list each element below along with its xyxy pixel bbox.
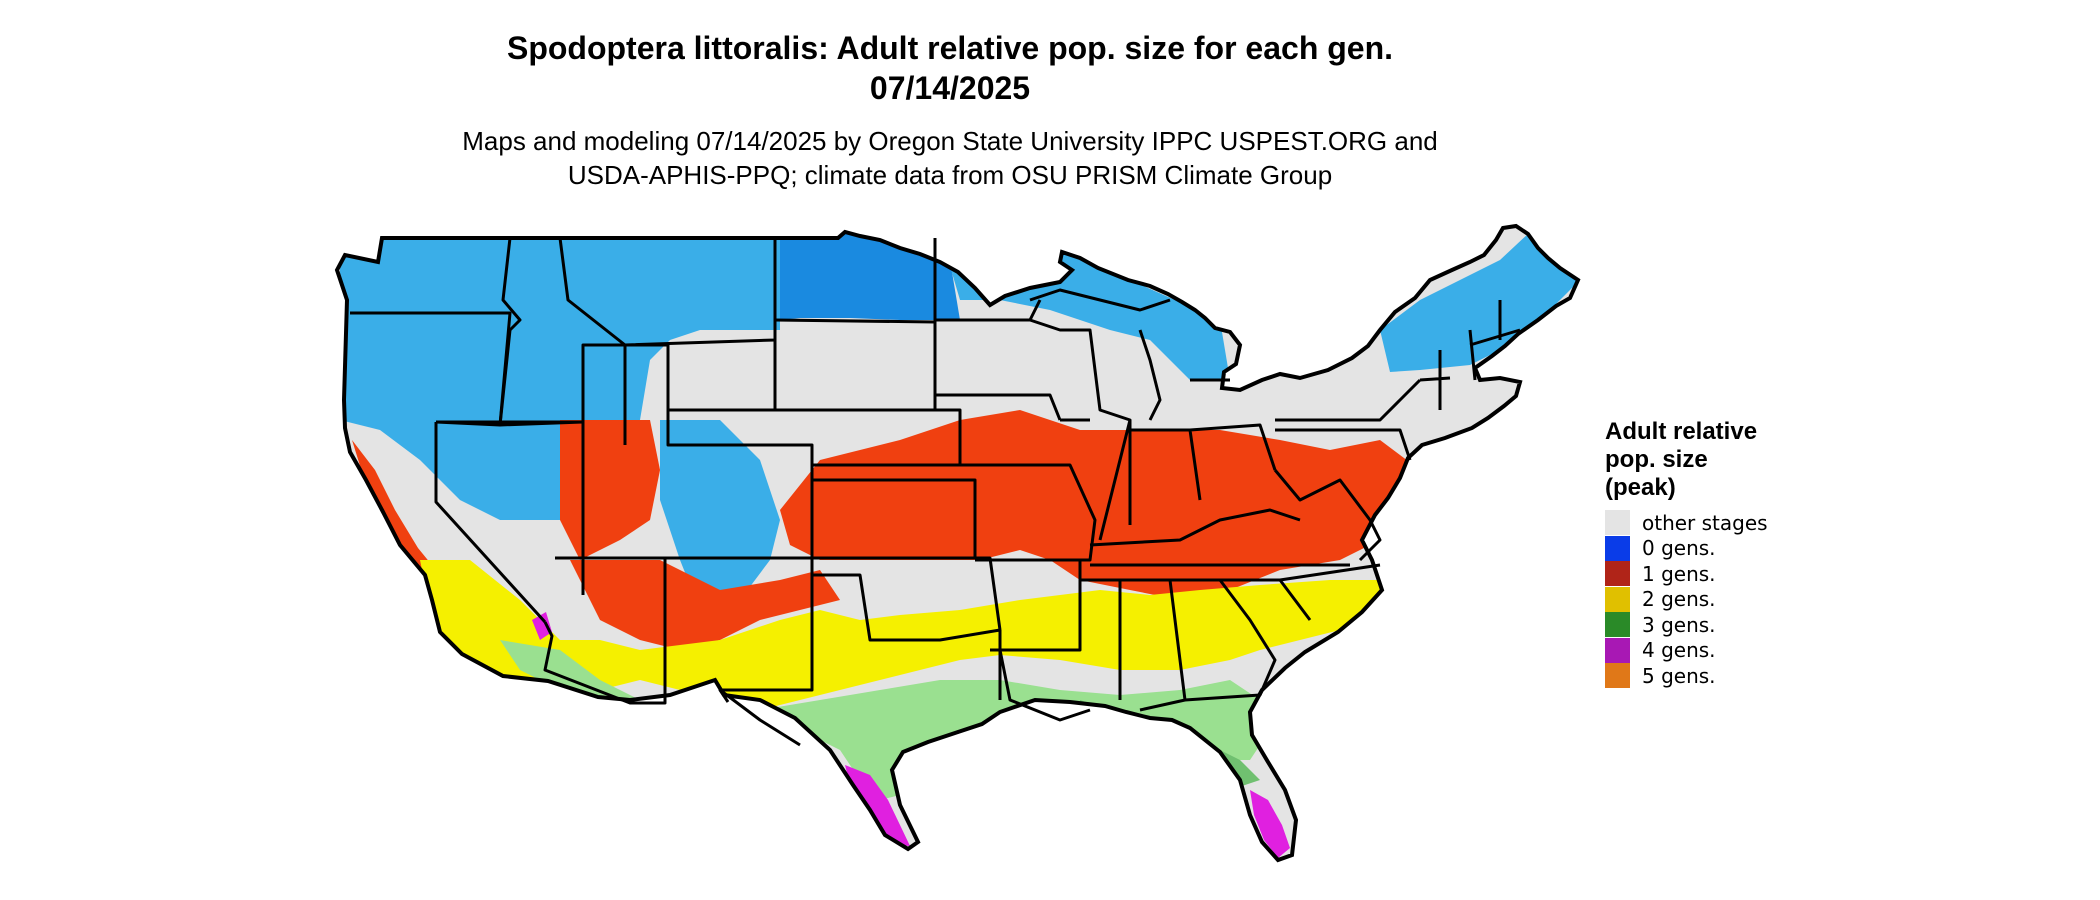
border-ca-nv <box>434 422 547 624</box>
zone-blue-northeast <box>1380 232 1578 372</box>
legend-label: 5 gens. <box>1642 663 1716 688</box>
border-va-wv <box>1273 469 1382 562</box>
map-subtitle: Maps and modeling 07/14/2025 by Oregon S… <box>0 124 1900 192</box>
border-pa-ny <box>1275 378 1422 461</box>
zone-magenta-florida <box>1250 790 1290 858</box>
legend-label: 3 gens. <box>1642 612 1716 637</box>
legend-label: 0 gens. <box>1642 536 1716 561</box>
border-tn-ky <box>1089 508 1350 567</box>
border-id <box>498 237 584 427</box>
border-ms-al <box>1080 578 1187 712</box>
legend-swatch <box>1605 561 1630 587</box>
state-borders <box>350 237 1521 747</box>
zone-red-midwest <box>780 410 1420 600</box>
zone-blue-north-central <box>780 230 960 320</box>
map-title: Spodoptera littoralis: Adult relative po… <box>0 28 1900 108</box>
legend-swatch <box>1605 535 1630 561</box>
border-ok-tx <box>812 556 1002 700</box>
legend-item-3-gens: 3 gens. <box>1605 612 1768 638</box>
border-ga-fl <box>1170 578 1277 702</box>
legend-item-1-gens: 1 gens. <box>1605 561 1768 587</box>
legend-swatch <box>1605 663 1630 689</box>
border-in-oh <box>1128 420 1277 525</box>
legend-swatch <box>1605 637 1630 663</box>
legend-label: 2 gens. <box>1642 587 1716 612</box>
legend-swatch <box>1605 612 1630 638</box>
legend-item-4-gens: 4 gens. <box>1605 637 1768 664</box>
legend-item-2-gens: 2 gens. <box>1605 586 1768 613</box>
legend-title-line-2: pop. size <box>1605 446 1708 473</box>
zone-blue-colorado-plateau <box>660 420 780 610</box>
zone-red-great-basin <box>560 420 660 560</box>
border-tx-gulf <box>719 688 801 747</box>
border-new-england <box>1419 300 1521 410</box>
legend-item-5-gens: 5 gens. <box>1605 663 1768 689</box>
map-title-line-1: Spodoptera littoralis: Adult relative po… <box>506 30 1394 66</box>
legend-label: 1 gens. <box>1642 561 1716 586</box>
zone-magenta-arizona <box>532 612 552 640</box>
legend-title-line-1: Adult relative <box>1605 418 1758 445</box>
legend-title-line-3: (peak) <box>1605 474 1676 501</box>
us-map <box>335 224 1580 862</box>
border-mi-upper <box>1029 288 1171 312</box>
map-subtitle-line-2: USDA-APHIS-PPQ; climate data from OSU PR… <box>567 160 1333 190</box>
map-title-line-2: 07/14/2025 <box>869 70 1031 106</box>
zone-magenta-south-texas <box>845 765 910 846</box>
legend-label: 4 gens. <box>1642 638 1716 663</box>
zone-blue-northwest <box>340 230 780 520</box>
border-sc-nc <box>1220 563 1381 621</box>
legend-swatch <box>1605 510 1630 536</box>
border-ar-la <box>990 558 1091 722</box>
legend-item-other-stages: other stages <box>1605 510 1768 536</box>
zone-red-southwest <box>570 560 840 650</box>
legend-label: other stages <box>1642 510 1768 535</box>
map-subtitle-line-1: Maps and modeling 07/14/2025 by Oregon S… <box>462 126 1438 156</box>
border-wi-il <box>1029 318 1132 541</box>
legend: Adult relative pop. size (peak) other st… <box>1605 418 1768 689</box>
legend-item-0-gens: 0 gens. <box>1605 535 1768 562</box>
zone-green-gulf <box>500 640 1270 800</box>
legend-title: Adult relative pop. size (peak) <box>1605 418 1768 502</box>
legend-swatch <box>1605 586 1630 612</box>
